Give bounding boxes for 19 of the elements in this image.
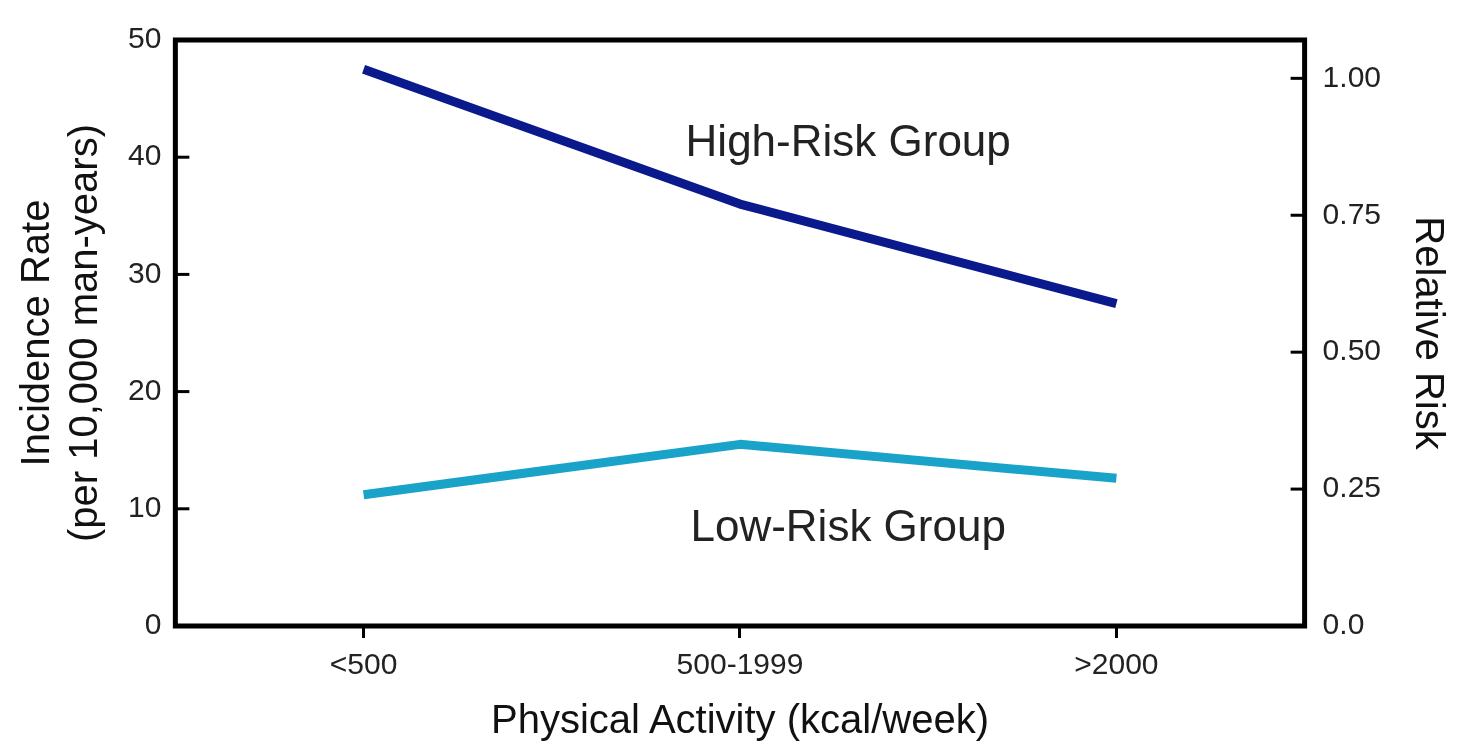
series-label: Low-Risk Group — [690, 501, 1006, 551]
y-tick-label: 30 — [127, 255, 162, 289]
y-tick-label: 20 — [127, 372, 162, 406]
y-tick-label: 50 — [127, 21, 162, 55]
x-tick-label: 500-1999 — [676, 647, 804, 681]
y2-tick-label: 1.00 — [1322, 59, 1381, 93]
y2-tick-label: 0.50 — [1322, 333, 1381, 367]
y-tick-label: 0 — [144, 607, 162, 641]
x-tick-label: <500 — [329, 647, 398, 681]
y-tick-label: 10 — [127, 490, 162, 524]
series-label: High-Risk Group — [685, 116, 1011, 166]
x-tick-label: >2000 — [1074, 647, 1159, 681]
y-tick-label: 40 — [127, 138, 162, 172]
x-axis-title: Physical Activity (kcal/week) — [491, 697, 989, 742]
y2-tick-label: 0.25 — [1322, 470, 1381, 504]
y-axis-title: Incidence Rate (per 10,000 man-years) — [13, 124, 106, 542]
y2-tick-label: 0.0 — [1322, 607, 1365, 641]
y2-axis-title: Relative Risk — [1407, 216, 1452, 451]
y2-tick-label: 0.75 — [1322, 196, 1381, 230]
